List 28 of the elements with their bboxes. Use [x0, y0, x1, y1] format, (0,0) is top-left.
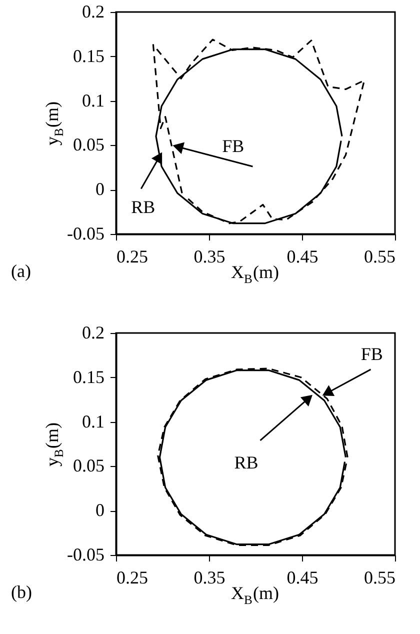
y-axis-title: yB(m): [42, 101, 66, 146]
annotation: RB: [131, 197, 156, 218]
text: (a): [11, 261, 31, 281]
y-tick-label: 0: [96, 500, 104, 520]
x-tick-label: 0.35: [194, 568, 226, 588]
y-axis-title: yB(m): [42, 422, 66, 467]
x-tick-label: 0.55: [364, 568, 396, 588]
y-tick-label: -0.05: [67, 224, 104, 244]
y-tick-label: 0.05: [73, 456, 104, 476]
x-tick-label: 0.55: [364, 246, 396, 266]
y-tick-label: 0.1: [82, 411, 104, 432]
y-tick-label: 0.15: [73, 366, 104, 387]
x-tick-label: 0.45: [286, 246, 318, 266]
text: (b): [11, 582, 32, 602]
x-tick-label: 0.25: [116, 246, 148, 266]
x-tick-label: 0.35: [194, 246, 226, 266]
x-tick-label: 0.25: [116, 568, 148, 588]
annotation: RB: [234, 452, 258, 473]
annotation: FB: [222, 136, 244, 156]
y-tick-label: -0.05: [67, 544, 104, 564]
x-tick-label: 0.45: [286, 568, 318, 588]
y-tick-label: 0.15: [73, 46, 104, 66]
y-tick-label: 0.2: [82, 2, 104, 22]
y-tick-label: 0: [96, 179, 104, 200]
annotation: FB: [360, 344, 383, 364]
y-tick-label: 0.05: [73, 134, 104, 155]
y-tick-label: 0.2: [82, 322, 104, 342]
y-tick-label: 0.1: [82, 90, 104, 110]
